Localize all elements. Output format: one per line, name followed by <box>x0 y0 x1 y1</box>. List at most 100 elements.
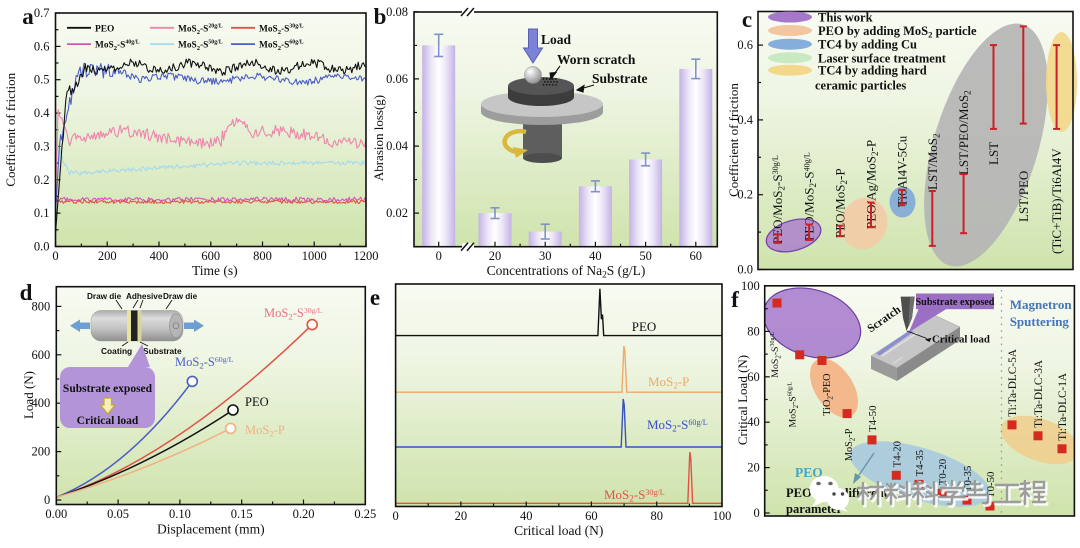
svg-text:0.08: 0.08 <box>386 5 408 19</box>
svg-text:0.0: 0.0 <box>737 263 753 277</box>
svg-text:50: 50 <box>639 249 652 263</box>
svg-text:0.05: 0.05 <box>107 507 129 521</box>
svg-text:LST/PEO/MoS2: LST/PEO/MoS2 <box>956 90 973 175</box>
svg-text:PEO by adding MoS2 particle: PEO by adding MoS2 particle <box>818 24 977 40</box>
svg-text:Substrate: Substrate <box>592 71 648 86</box>
svg-text:T0-50: T0-50 <box>985 472 997 498</box>
svg-text:Ti:Ta-DLC-3A: Ti:Ta-DLC-3A <box>1033 359 1045 428</box>
svg-text:Substrate exposed: Substrate exposed <box>916 297 995 308</box>
svg-text:600: 600 <box>201 249 220 263</box>
svg-text:Concentrations of Na2S (g/L): Concentrations of Na2S (g/L) <box>487 263 646 281</box>
svg-text:1200: 1200 <box>354 249 379 263</box>
svg-text:0.02: 0.02 <box>386 206 408 220</box>
svg-text:Substrate exposed: Substrate exposed <box>63 383 153 395</box>
svg-text:PEO: PEO <box>95 24 114 34</box>
svg-text:0.04: 0.04 <box>386 139 409 153</box>
svg-text:Draw die: Draw die <box>87 292 122 301</box>
svg-text:80: 80 <box>747 324 760 338</box>
svg-text:1000: 1000 <box>302 249 327 263</box>
svg-text:parameter: parameter <box>786 502 843 516</box>
svg-text:TC4 by adding hard: TC4 by adding hard <box>818 64 927 78</box>
svg-text:PEO/MoS2-S40g/L: PEO/MoS2-S40g/L <box>802 152 819 241</box>
svg-text:400: 400 <box>32 396 51 410</box>
svg-text:60: 60 <box>747 370 760 384</box>
svg-text:0.10: 0.10 <box>169 507 191 521</box>
svg-text:0: 0 <box>436 249 442 263</box>
svg-text:TC4 by adding Cu: TC4 by adding Cu <box>818 38 917 52</box>
svg-text:200: 200 <box>32 445 51 459</box>
svg-text:800: 800 <box>253 249 272 263</box>
svg-text:0.15: 0.15 <box>231 507 253 521</box>
svg-text:Critical load (N): Critical load (N) <box>514 523 603 538</box>
svg-text:Coefficient of friction: Coefficient of friction <box>726 83 741 197</box>
svg-text:c: c <box>742 7 752 32</box>
svg-text:0.6: 0.6 <box>34 39 50 53</box>
svg-text:60: 60 <box>585 509 598 523</box>
svg-text:PEO/MoS2-S30g/L: PEO/MoS2-S30g/L <box>770 155 787 244</box>
svg-text:Adhesive: Adhesive <box>126 292 163 301</box>
svg-text:0: 0 <box>44 493 50 507</box>
svg-text:0.3: 0.3 <box>34 139 50 153</box>
svg-text:60: 60 <box>690 249 703 263</box>
svg-text:Load: Load <box>541 32 572 47</box>
svg-text:0.7: 0.7 <box>34 6 50 20</box>
svg-text:LST: LST <box>986 142 1001 165</box>
svg-text:PEO: PEO <box>632 319 657 334</box>
svg-text:40: 40 <box>747 415 760 429</box>
svg-text:Substrate: Substrate <box>143 346 182 356</box>
svg-text:0.4: 0.4 <box>34 106 50 120</box>
svg-text:LST/PEO: LST/PEO <box>1016 171 1031 222</box>
svg-text:MoS2-P: MoS2-P <box>844 428 857 461</box>
svg-text:T4-35: T4-35 <box>914 450 926 476</box>
svg-text:e: e <box>370 285 380 310</box>
svg-text:Load (N): Load (N) <box>21 371 36 419</box>
svg-text:0: 0 <box>753 506 759 520</box>
svg-text:Laser surface treatment: Laser surface treatment <box>818 51 947 65</box>
svg-text:MoS2-P: MoS2-P <box>648 374 689 391</box>
svg-text:Coefficient of friction: Coefficient of friction <box>3 72 18 186</box>
svg-text:0.25: 0.25 <box>354 507 376 521</box>
svg-text:PEO: PEO <box>795 465 823 480</box>
svg-text:0.06: 0.06 <box>386 72 408 86</box>
svg-text:0.00: 0.00 <box>45 507 67 521</box>
svg-text:0: 0 <box>392 509 398 523</box>
svg-text:0.4: 0.4 <box>737 113 753 127</box>
svg-text:20: 20 <box>455 509 468 523</box>
svg-text:LST/MoS2: LST/MoS2 <box>925 133 942 190</box>
svg-text:Ti6Al4V-5Cu: Ti6Al4V-5Cu <box>894 135 909 207</box>
svg-text:(TiC+TiB)/Ti6Al4V: (TiC+TiB)/Ti6Al4V <box>1049 148 1064 254</box>
svg-text:0.0: 0.0 <box>34 240 50 254</box>
svg-text:30: 30 <box>539 249 552 263</box>
svg-text:400: 400 <box>150 249 169 263</box>
svg-text:Critical Load (N): Critical Load (N) <box>735 355 750 445</box>
svg-text:20: 20 <box>489 249 502 263</box>
svg-text:20: 20 <box>747 461 760 475</box>
svg-text:Ti:Ta-DLC-1A: Ti:Ta-DLC-1A <box>1057 372 1069 441</box>
svg-text:MoS2-P: MoS2-P <box>245 423 285 439</box>
svg-text:TiO2-PEO: TiO2-PEO <box>822 373 835 415</box>
svg-text:0.2: 0.2 <box>34 173 50 187</box>
svg-text:Sputtering: Sputtering <box>1010 314 1070 329</box>
svg-text:Draw die: Draw die <box>163 292 198 301</box>
svg-text:Worn scratch: Worn scratch <box>557 52 636 67</box>
svg-text:Abrasion loss(g): Abrasion loss(g) <box>371 95 386 181</box>
svg-text:0.1: 0.1 <box>34 206 50 220</box>
svg-text:f: f <box>731 287 739 312</box>
svg-text:40: 40 <box>589 249 602 263</box>
svg-text:b: b <box>374 4 387 29</box>
svg-text:Magnetron: Magnetron <box>1010 297 1073 312</box>
svg-text:0.6: 0.6 <box>737 38 753 52</box>
svg-text:100: 100 <box>713 509 732 523</box>
svg-text:T4-20: T4-20 <box>891 441 903 467</box>
svg-text:Critical load: Critical load <box>77 415 139 427</box>
svg-text:800: 800 <box>32 299 51 313</box>
svg-text:Critical load: Critical load <box>932 334 990 346</box>
svg-text:d: d <box>20 280 33 305</box>
svg-text:200: 200 <box>98 249 117 263</box>
svg-text:T4-50: T4-50 <box>867 406 879 432</box>
svg-text:PEO: PEO <box>245 395 269 409</box>
svg-text:100: 100 <box>741 279 760 293</box>
svg-text:0: 0 <box>52 249 58 263</box>
svg-text:40: 40 <box>520 509 533 523</box>
svg-text:This work: This work <box>818 11 873 25</box>
